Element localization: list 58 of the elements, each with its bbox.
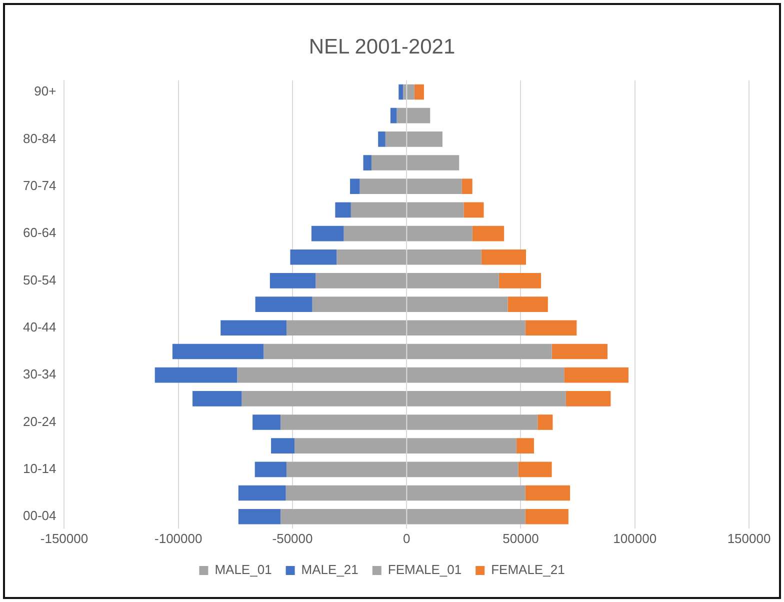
y-tick-label: 30-34 <box>23 366 56 382</box>
bar <box>525 320 577 336</box>
bar <box>390 108 397 124</box>
bar <box>172 344 264 360</box>
bar <box>290 249 337 265</box>
bar <box>472 226 504 242</box>
bar <box>464 202 484 218</box>
bar <box>335 202 351 218</box>
y-tick-label: 10-14 <box>23 461 56 476</box>
bar <box>525 485 570 501</box>
chart-title: NEL 2001-2021 <box>308 35 456 58</box>
bar <box>462 178 472 194</box>
bar <box>398 84 404 100</box>
bar <box>154 367 238 383</box>
bar <box>192 390 242 406</box>
bar <box>518 462 552 478</box>
x-tick-label: -100000 <box>154 530 202 546</box>
y-tick-label: 90+ <box>34 84 56 99</box>
bar <box>238 485 286 501</box>
bar <box>238 508 281 524</box>
legend-label: MALE_01 <box>214 562 272 578</box>
bar <box>481 249 526 265</box>
bar <box>270 273 316 288</box>
bar <box>564 367 628 383</box>
legend-label: MALE_21 <box>301 562 358 578</box>
bar <box>516 438 534 454</box>
bar <box>407 84 414 100</box>
x-tick-label: 0 <box>403 530 410 546</box>
bar <box>552 344 608 360</box>
bar <box>350 178 360 194</box>
y-tick-label: 70-74 <box>23 178 56 193</box>
y-tick-label: 20-24 <box>23 414 56 429</box>
bar <box>311 226 344 242</box>
x-tick-label: 50000 <box>502 530 539 546</box>
bar <box>525 508 568 524</box>
legend-label: FEMALE_21 <box>491 562 565 578</box>
bar <box>271 438 295 454</box>
x-tick-label: 150000 <box>727 530 771 546</box>
y-tick-label: 60-64 <box>23 225 56 240</box>
x-tick-label: -150000 <box>40 530 88 546</box>
bar <box>498 273 542 288</box>
bar <box>254 462 287 478</box>
bar <box>363 155 372 170</box>
bar <box>252 414 281 430</box>
y-tick-label: 50-54 <box>23 272 56 288</box>
x-tick-label: 100000 <box>613 530 657 546</box>
bar <box>255 296 312 312</box>
bar <box>566 390 611 406</box>
x-tick-label: -50000 <box>272 530 313 546</box>
bar <box>508 296 548 312</box>
y-tick-label: 80-84 <box>23 130 56 146</box>
bar <box>378 132 386 147</box>
y-tick-label: 40-44 <box>23 319 56 334</box>
bar <box>538 414 553 430</box>
legend-label: FEMALE_01 <box>388 562 462 578</box>
bar <box>220 320 287 336</box>
bar <box>414 84 424 100</box>
y-tick-label: 00-04 <box>23 508 56 524</box>
